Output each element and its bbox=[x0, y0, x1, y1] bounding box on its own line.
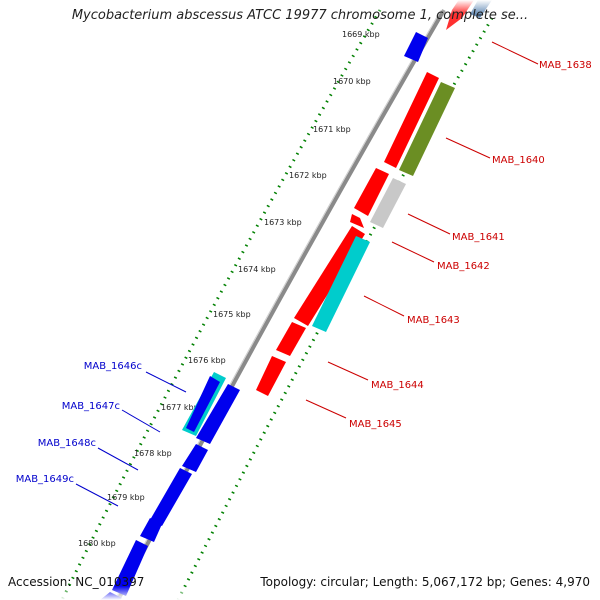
gene-mab-1641-pseudo[interactable] bbox=[370, 178, 406, 228]
label-mab-1638[interactable]: MAB_1638 bbox=[539, 60, 592, 71]
gene-mab-1642[interactable] bbox=[350, 214, 364, 228]
gene-small-blue-1[interactable] bbox=[140, 518, 162, 542]
callout-line-mab-1646c bbox=[145, 371, 187, 393]
label-mab-1647c[interactable]: MAB_1647c bbox=[62, 401, 120, 412]
reverse-gene-callouts: MAB_1646c MAB_1647c MAB_1648c MAB_1649c bbox=[16, 361, 187, 507]
accession-text: Accession: NC_010397 bbox=[8, 575, 145, 589]
kbp-tick-label: 1672 kbp bbox=[289, 171, 327, 180]
label-mab-1642[interactable]: MAB_1642 bbox=[437, 261, 490, 272]
label-mab-1648c[interactable]: MAB_1648c bbox=[38, 438, 96, 449]
label-mab-1643[interactable]: MAB_1643 bbox=[407, 315, 460, 326]
kbp-tick-label: 1675 kbp bbox=[213, 310, 251, 319]
callout-line-mab-1640 bbox=[445, 137, 491, 159]
label-mab-1645[interactable]: MAB_1645 bbox=[349, 419, 402, 430]
gene-mab-1641[interactable] bbox=[354, 168, 389, 216]
kbp-tick-label: 1670 kbp bbox=[333, 77, 371, 86]
kbp-tick-labels: 1669 kbp 1670 kbp 1671 kbp 1672 kbp 1673 kbp… bbox=[78, 30, 380, 548]
genome-summary-text: Topology: circular; Length: 5,067,172 bp… bbox=[260, 575, 590, 589]
top-fade bbox=[0, 0, 600, 14]
gene-mab-1647c[interactable] bbox=[196, 384, 240, 444]
gene-mab-1646c[interactable] bbox=[186, 376, 220, 432]
kbp-tick-label: 1680 kbp bbox=[78, 539, 116, 548]
label-mab-1649c[interactable]: MAB_1649c bbox=[16, 474, 74, 485]
bottom-fade bbox=[0, 586, 600, 600]
kbp-tick-label: 1674 kbp bbox=[238, 265, 276, 274]
callout-line-mab-1638 bbox=[491, 41, 539, 65]
gene-mab-1645[interactable] bbox=[256, 356, 286, 396]
gene-mab-1649c[interactable] bbox=[150, 468, 192, 526]
label-mab-1640[interactable]: MAB_1640 bbox=[492, 155, 545, 166]
gene-mab-1643-rna[interactable] bbox=[312, 236, 370, 332]
gene-top-blue[interactable] bbox=[404, 32, 428, 62]
gene-mab-1644[interactable] bbox=[276, 322, 306, 356]
callout-line-mab-1645 bbox=[305, 399, 347, 419]
map-title: Mycobacterium abscessus ATCC 19977 chrom… bbox=[71, 8, 529, 23]
label-mab-1644[interactable]: MAB_1644 bbox=[371, 380, 424, 391]
kbp-tick-label: 1679 kbp bbox=[107, 493, 145, 502]
label-mab-1641[interactable]: MAB_1641 bbox=[452, 232, 505, 243]
gene-mab-1640[interactable] bbox=[399, 82, 455, 176]
forward-strand-genes bbox=[256, 0, 492, 396]
gene-mab-1639[interactable] bbox=[384, 72, 439, 168]
label-mab-1646c[interactable]: MAB_1646c bbox=[84, 361, 142, 372]
kbp-tick-label: 1676 kbp bbox=[188, 356, 226, 365]
callout-line-mab-1644 bbox=[327, 361, 369, 381]
gene-mab-1648c[interactable] bbox=[182, 444, 208, 472]
kbp-tick-label: 1678 kbp bbox=[134, 449, 172, 458]
callout-line-mab-1641 bbox=[407, 213, 451, 235]
callout-line-mab-1642 bbox=[391, 241, 435, 263]
gene-small-blue-2[interactable] bbox=[112, 540, 148, 596]
callout-line-mab-1647c bbox=[121, 409, 161, 433]
callout-line-mab-1648c bbox=[97, 447, 139, 471]
forward-gene-callouts: MAB_1638 MAB_1640 MAB_1641 MAB_1642 MAB_… bbox=[305, 41, 592, 430]
callout-line-mab-1649c bbox=[75, 483, 119, 507]
gene-mab-1643[interactable] bbox=[294, 226, 365, 326]
kbp-tick-label: 1669 kbp bbox=[342, 30, 380, 39]
kbp-tick-label: 1671 kbp bbox=[313, 125, 351, 134]
kbp-tick-label: 1673 kbp bbox=[264, 218, 302, 227]
kbp-tick-label: 1677 kbp bbox=[161, 403, 199, 412]
callout-line-mab-1643 bbox=[363, 295, 405, 317]
